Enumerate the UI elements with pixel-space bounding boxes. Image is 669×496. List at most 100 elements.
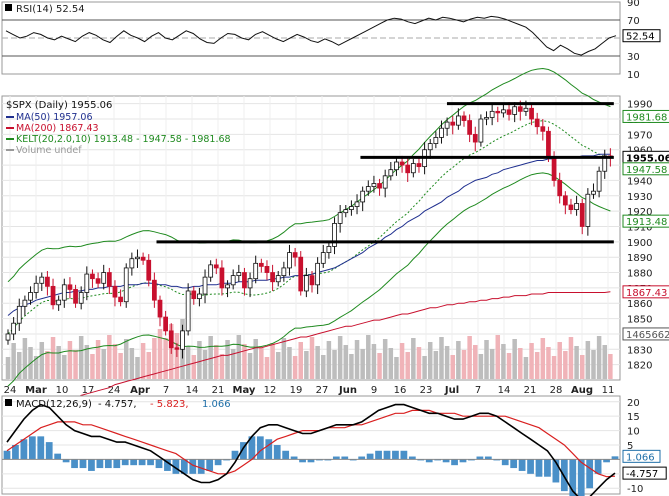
candle-body-33	[191, 290, 197, 300]
candle-body-43	[247, 278, 253, 289]
volume-bar-43	[247, 353, 253, 379]
candle-body-4	[28, 292, 33, 301]
kelt-upper	[7, 67, 611, 283]
volume-bar-23	[135, 357, 140, 379]
macd-hist-bar-59	[501, 459, 509, 466]
macd-hist-bar-19	[164, 459, 171, 471]
candle-body-101	[574, 203, 579, 210]
price-tick-1910: 1910	[627, 222, 652, 233]
macd-tick--10: -10	[627, 484, 643, 495]
volume-bar-42	[242, 344, 247, 379]
macd-hist-bar-56	[476, 456, 484, 460]
candle-body-65	[371, 183, 377, 187]
volume-bar-0	[5, 357, 11, 379]
macd-hist-bar-2	[20, 439, 28, 460]
volume-bar-52	[298, 342, 303, 379]
rsi-tick-30: 30	[627, 52, 640, 63]
candle-body-2	[16, 305, 22, 324]
candle-body-26	[151, 279, 157, 301]
macd-hist-bar-36	[307, 459, 315, 463]
volume-bar-15	[90, 354, 95, 379]
candle-body-76	[433, 137, 439, 144]
price-tick-1830: 1830	[627, 345, 652, 356]
rsi-last-value: 52.54	[626, 32, 655, 43]
volume-bar-69	[394, 357, 399, 379]
candle-body-98	[557, 180, 563, 197]
candle-body-68	[388, 169, 394, 177]
candle-body-25	[146, 259, 152, 281]
x-tick-8: 21	[212, 385, 225, 396]
legend-label-3: Volume undef	[16, 145, 82, 156]
x-tick-13: Jun	[338, 385, 357, 396]
macd-hist-bar-54	[459, 459, 467, 463]
macd-hist-bar-64	[544, 459, 551, 477]
rsi-title: RSI(14) 52.54	[16, 4, 85, 15]
volume-bar-98	[557, 342, 562, 379]
candle-body-70	[399, 161, 405, 166]
macd-hist-bar-61	[518, 459, 526, 471]
volume-bar-38	[219, 354, 225, 379]
volume-bar-17	[101, 349, 106, 379]
price-tick-1880: 1880	[627, 269, 652, 280]
volume-bar-47	[270, 343, 275, 379]
volume-bar-95	[540, 338, 546, 379]
volume-bar-86	[489, 349, 495, 379]
macd-title-signal: - 5.823,	[150, 399, 189, 410]
macd-hist-bar-72	[611, 456, 619, 460]
ma200-line	[7, 291, 611, 427]
candle-body-29	[168, 330, 174, 349]
candle-body-72	[410, 163, 416, 174]
macd-hist-bar-23	[197, 459, 205, 474]
volume-bar-9	[56, 346, 61, 379]
candle-body-54	[309, 275, 315, 286]
x-tick-17: Jul	[444, 385, 459, 396]
volume-bar-36	[208, 336, 213, 379]
candle-body-56	[320, 252, 326, 264]
candle-body-97	[551, 157, 557, 181]
candle-body-105	[596, 170, 602, 192]
volume-bar-75	[427, 342, 433, 379]
candle-body-99	[562, 195, 568, 206]
price-value-label-5-box	[622, 327, 669, 341]
price-value-label-4: 1867.43	[626, 288, 667, 299]
candle-body-86	[489, 110, 495, 118]
rsi-tick-10: 10	[627, 70, 640, 81]
candle-body-11	[67, 284, 73, 290]
macd-hist-bar-30	[256, 436, 264, 460]
candle-body-84	[478, 118, 484, 143]
macd-hist-bar-0	[3, 450, 11, 460]
volume-bar-96	[546, 347, 551, 379]
candle-body-24	[140, 256, 146, 261]
candle-body-13	[78, 292, 84, 304]
macd-hist-bar-68	[577, 459, 585, 496]
candle-body-3	[22, 299, 28, 307]
candle-body-90	[512, 106, 518, 115]
macd-value-label-1-box	[622, 466, 667, 480]
macd-hist-bar-65	[552, 459, 560, 483]
candle-body-8	[50, 285, 56, 306]
macd-value-label-0-box	[622, 449, 661, 463]
volume-bar-73	[416, 347, 422, 379]
candle-body-88	[501, 109, 506, 114]
volume-bar-54	[309, 337, 315, 379]
price-tick-1900: 1900	[627, 238, 652, 249]
candle-body-55	[315, 262, 321, 286]
macd-hist-bar-40	[341, 456, 349, 460]
volume-bar-84	[478, 354, 484, 379]
volume-bar-56	[321, 355, 326, 379]
rsi-title-marker	[5, 4, 12, 11]
candle-body-83	[472, 133, 478, 143]
volume-bar-90	[512, 339, 517, 379]
macd-hist-bar-9	[79, 459, 87, 469]
candle-body-30	[174, 347, 180, 350]
price-value-label-2-box	[622, 162, 669, 176]
volume-bar-58	[332, 350, 337, 379]
volume-bar-66	[377, 353, 382, 379]
candle-body-100	[568, 204, 574, 211]
x-tick-23: 11	[602, 385, 615, 396]
x-tick-4: 24	[108, 385, 121, 396]
volume-bar-92	[523, 357, 529, 379]
candle-body-73	[416, 163, 422, 168]
macd-hist-bar-43	[366, 453, 374, 460]
